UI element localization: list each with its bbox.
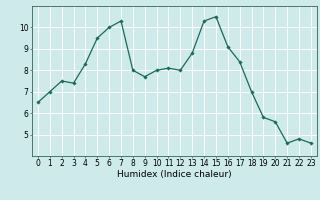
X-axis label: Humidex (Indice chaleur): Humidex (Indice chaleur) — [117, 170, 232, 179]
